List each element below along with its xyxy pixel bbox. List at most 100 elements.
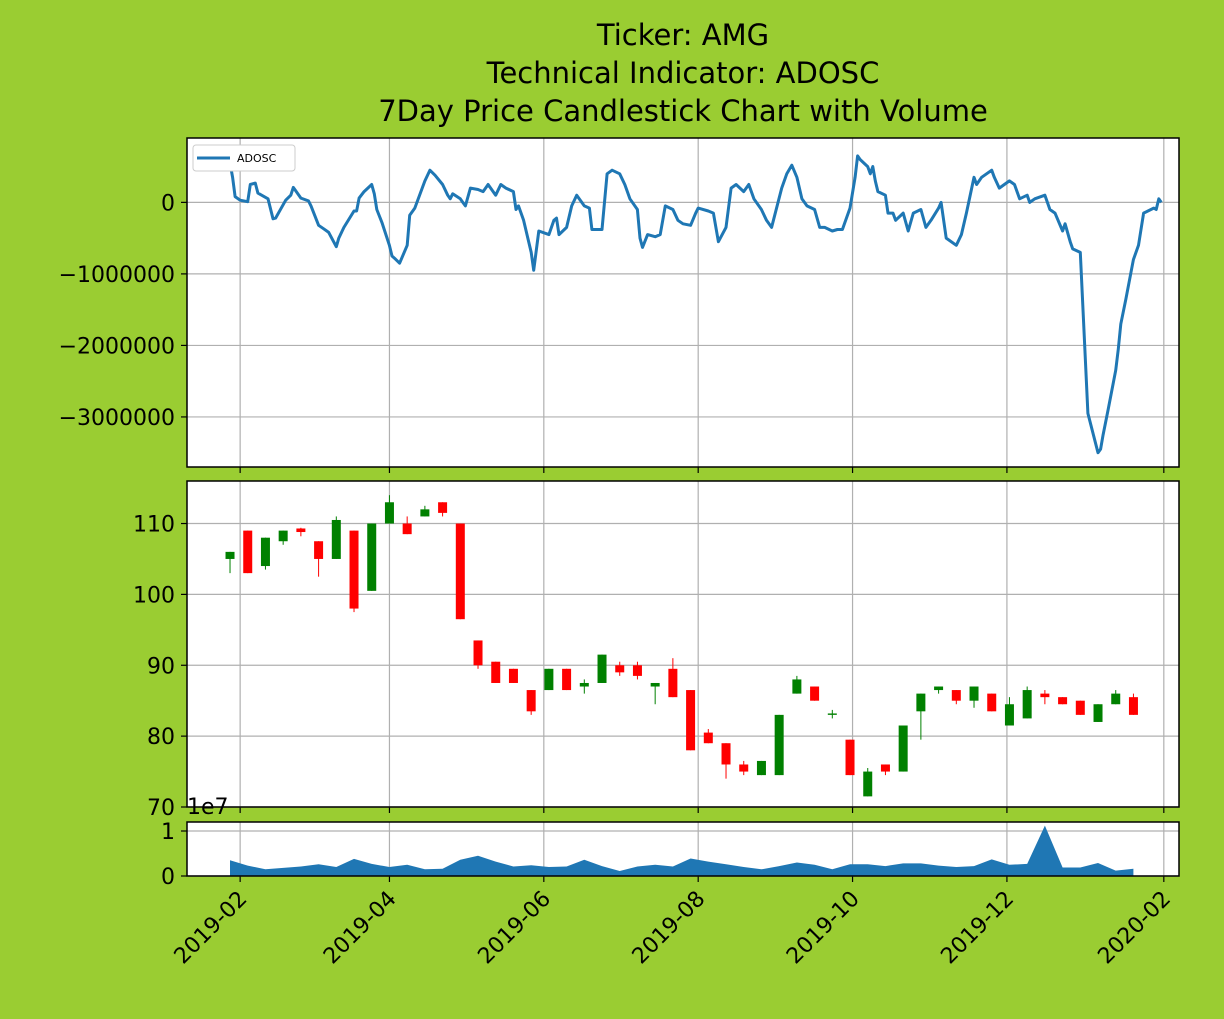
ind-y-tick-label: −2000000 bbox=[59, 334, 175, 359]
candle-up bbox=[260, 537, 270, 570]
candle-up bbox=[969, 686, 979, 708]
candle-body bbox=[774, 714, 784, 776]
candle-body bbox=[438, 502, 448, 513]
candle-down bbox=[987, 693, 997, 712]
candle-down bbox=[508, 668, 518, 683]
candle-up bbox=[650, 682, 660, 705]
candle-down bbox=[562, 668, 572, 691]
candle-body bbox=[314, 541, 324, 559]
candle-up bbox=[792, 675, 802, 694]
candle-down bbox=[438, 502, 448, 517]
candle-body bbox=[384, 502, 394, 524]
price-panel-frame bbox=[186, 480, 1180, 808]
candle-body bbox=[508, 668, 518, 683]
vol-y-tick-label: 1 bbox=[161, 820, 175, 845]
candle-body bbox=[987, 693, 997, 712]
price-y-tick-label: 90 bbox=[147, 654, 175, 679]
candle-body bbox=[597, 654, 607, 683]
candle-down bbox=[739, 760, 749, 776]
candle-body bbox=[331, 519, 341, 559]
candle-up bbox=[827, 709, 837, 719]
candle-up bbox=[1004, 697, 1014, 726]
candle-body bbox=[349, 530, 359, 609]
candle-up bbox=[367, 523, 377, 591]
legend: ADOSC bbox=[192, 144, 296, 172]
candlesticks bbox=[225, 495, 1138, 797]
candle-up bbox=[278, 530, 288, 545]
ind-y-tick-label: −3000000 bbox=[59, 406, 175, 431]
legend-label-adosc: ADOSC bbox=[237, 152, 277, 165]
indicator-y-axis: 0 −1000000 −2000000 −3000000 bbox=[59, 191, 187, 431]
ind-y-tick-label: 0 bbox=[161, 191, 175, 216]
candle-body bbox=[1075, 700, 1085, 715]
candle-up bbox=[916, 693, 926, 740]
candle-body bbox=[650, 682, 660, 687]
candle-body bbox=[1022, 690, 1032, 719]
candle-down bbox=[349, 530, 359, 613]
candle-down bbox=[1040, 690, 1050, 705]
candle-body bbox=[1111, 693, 1121, 705]
candle-up bbox=[331, 516, 341, 559]
candle-down bbox=[455, 523, 465, 620]
volume-panel-frame bbox=[186, 821, 1180, 877]
price-panel: 70 80 90 100 110 bbox=[133, 480, 1180, 821]
candle-down bbox=[314, 541, 324, 577]
candle-down bbox=[686, 690, 696, 751]
candle-body bbox=[703, 732, 713, 744]
candle-up bbox=[579, 679, 589, 694]
candle-down bbox=[526, 690, 536, 715]
title-line-3: 7Day Price Candlestick Chart with Volume bbox=[378, 94, 988, 128]
candle-down bbox=[880, 764, 890, 776]
candle-up bbox=[384, 495, 394, 524]
candle-down bbox=[615, 661, 625, 676]
indicator-panel-background bbox=[187, 138, 1179, 467]
candle-body bbox=[1128, 697, 1138, 715]
candle-body bbox=[1058, 697, 1068, 705]
candle-down bbox=[1128, 693, 1138, 715]
candle-body bbox=[1093, 704, 1103, 722]
candle-body bbox=[526, 690, 536, 712]
candle-body bbox=[951, 690, 961, 701]
candle-down bbox=[1075, 700, 1085, 715]
price-y-tick-label: 110 bbox=[133, 513, 175, 538]
volume-area bbox=[230, 825, 1134, 876]
candle-body bbox=[827, 713, 837, 715]
indicator-grid bbox=[187, 138, 1179, 473]
candle-down bbox=[721, 743, 731, 779]
title-line-2: Technical Indicator: ADOSC bbox=[486, 56, 880, 90]
price-y-tick-label: 70 bbox=[147, 796, 175, 821]
candle-up bbox=[898, 725, 908, 772]
candle-down bbox=[810, 686, 820, 701]
candle-up bbox=[774, 714, 784, 776]
title-line-1: Ticker: AMG bbox=[596, 18, 769, 52]
adosc-line bbox=[228, 154, 1163, 455]
candle-body bbox=[491, 661, 501, 683]
candle-body bbox=[615, 665, 625, 673]
candle-body bbox=[420, 509, 430, 517]
candle-down bbox=[703, 729, 713, 744]
candle-body bbox=[473, 640, 483, 666]
candle-body bbox=[278, 530, 288, 542]
candle-up bbox=[934, 686, 944, 694]
candle-body bbox=[243, 530, 253, 574]
candle-body bbox=[402, 523, 412, 535]
candle-body bbox=[455, 523, 465, 620]
candle-down bbox=[243, 530, 253, 574]
candle-body bbox=[792, 679, 802, 694]
price-y-tick-label: 80 bbox=[147, 725, 175, 750]
candle-down bbox=[632, 661, 642, 680]
candle-up bbox=[1111, 690, 1121, 705]
candle-body bbox=[367, 523, 377, 591]
candle-body bbox=[739, 764, 749, 772]
indicator-panel: 0 −1000000 −2000000 −3000000 ADOSC bbox=[59, 137, 1180, 473]
candle-up bbox=[544, 668, 554, 691]
volume-y-axis: 01 bbox=[161, 820, 187, 890]
candle-down bbox=[668, 658, 678, 698]
candle-body bbox=[225, 551, 235, 559]
vol-y-tick-label: 0 bbox=[161, 865, 175, 890]
candle-body bbox=[632, 665, 642, 676]
candle-body bbox=[810, 686, 820, 701]
candle-body bbox=[934, 686, 944, 691]
candle-up bbox=[1093, 704, 1103, 722]
